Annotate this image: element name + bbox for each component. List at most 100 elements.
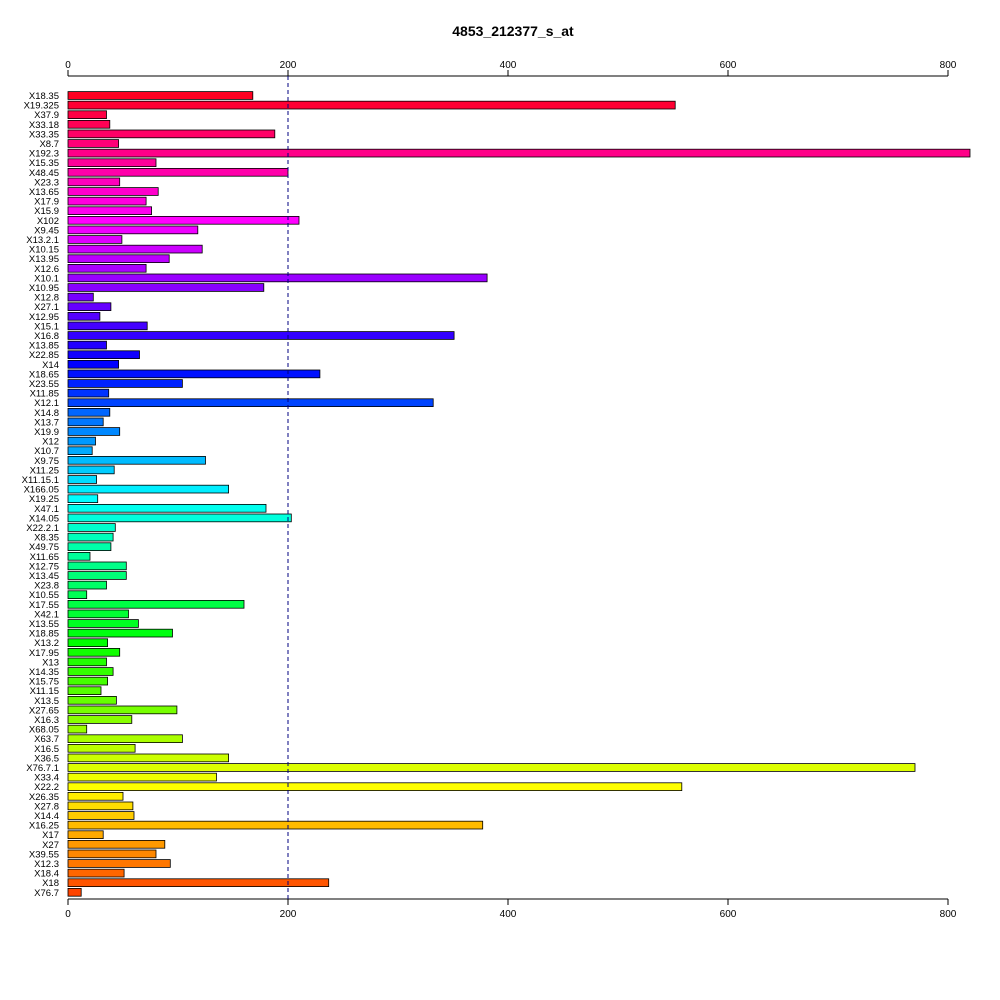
category-label: X23.8 — [34, 581, 59, 592]
category-label: X10.55 — [29, 590, 59, 601]
bar — [67, 782, 683, 791]
bar — [67, 772, 217, 782]
bar — [67, 206, 152, 216]
x-tick-label: 800 — [940, 909, 957, 920]
bar — [67, 350, 140, 359]
x-tick-label: 400 — [500, 60, 517, 71]
category-label: X10.1 — [34, 273, 59, 284]
category-label: X23.3 — [34, 177, 59, 188]
bars-group — [67, 91, 971, 897]
bar — [67, 753, 230, 763]
bar — [67, 590, 88, 599]
category-label: X13 — [42, 657, 59, 668]
bar — [67, 254, 170, 264]
x-axis-bottom: 0 200 400 600 800 — [65, 898, 957, 920]
category-label: X11.15.1 — [22, 475, 59, 486]
category-label: X17.9 — [34, 197, 59, 208]
category-label: X18.4 — [34, 869, 59, 880]
category-label: X19.9 — [34, 427, 59, 438]
category-label: X13.85 — [29, 341, 59, 352]
bar — [67, 407, 111, 417]
category-label: X8.35 — [34, 533, 59, 544]
category-label: X12.95 — [29, 312, 59, 323]
category-label: X19.25 — [29, 494, 59, 505]
category-label: X11.85 — [30, 389, 59, 400]
bar — [67, 455, 206, 465]
bar — [67, 340, 107, 350]
category-label: X15.75 — [29, 677, 59, 688]
category-label: X18.85 — [29, 629, 59, 640]
category-label: X14 — [42, 360, 59, 371]
category-label: X10.15 — [29, 245, 59, 256]
bar — [67, 523, 116, 532]
bar — [67, 148, 971, 158]
x-tick-label: 800 — [940, 60, 957, 71]
category-label: X49.75 — [29, 542, 59, 553]
category-label: X12.6 — [34, 264, 59, 275]
category-label: X13.2.1 — [26, 235, 59, 246]
category-labels-group: X18.35X19.325X37.9X33.18X33.35X8.7X192.3… — [22, 91, 59, 899]
bar — [67, 600, 245, 609]
bar — [67, 513, 292, 523]
bar — [67, 436, 96, 446]
bar — [67, 744, 136, 753]
x-tick-label: 200 — [280, 60, 297, 71]
category-label: X166.05 — [24, 485, 59, 496]
category-label: X16.5 — [34, 744, 59, 755]
x-tick-label: 600 — [720, 60, 737, 71]
bar — [67, 244, 203, 254]
category-label: X16.3 — [34, 715, 59, 726]
bar — [67, 638, 108, 647]
bar — [67, 878, 330, 887]
category-label: X33.4 — [34, 773, 59, 784]
x-tick-label: 600 — [720, 909, 737, 920]
bar — [67, 715, 133, 724]
bar — [67, 657, 107, 667]
bar — [67, 379, 183, 388]
bar — [67, 158, 157, 168]
bar — [67, 888, 82, 897]
category-label: X12 — [42, 437, 59, 448]
bar — [67, 369, 321, 379]
x-axis-top: 0 200 400 600 800 — [65, 60, 957, 77]
category-label: X37.9 — [34, 110, 59, 121]
bar — [67, 801, 134, 811]
category-label: X14.4 — [34, 811, 59, 822]
bar — [67, 859, 171, 868]
bar — [67, 120, 111, 129]
category-label: X15.9 — [34, 206, 59, 217]
bar — [67, 283, 265, 292]
bar — [67, 734, 183, 743]
bar — [67, 849, 157, 859]
bar — [67, 292, 94, 302]
category-label: X27.65 — [29, 705, 59, 716]
bar — [67, 465, 115, 475]
bar — [67, 667, 114, 676]
category-label: X11.65 — [30, 552, 59, 563]
bar — [67, 427, 121, 436]
bar — [67, 321, 148, 331]
category-label: X11.15 — [30, 686, 59, 697]
category-label: X33.35 — [29, 129, 59, 140]
bar — [67, 475, 98, 484]
category-label: X19.325 — [24, 101, 59, 112]
bar — [67, 311, 101, 321]
bar — [67, 609, 129, 619]
category-label: X36.5 — [34, 753, 59, 764]
bar — [67, 129, 276, 139]
bar — [67, 792, 124, 801]
bar — [67, 820, 484, 830]
bar — [67, 580, 107, 590]
category-label: X102 — [37, 216, 59, 227]
category-label: X12.75 — [29, 561, 59, 572]
bar — [67, 561, 127, 571]
category-label: X14.35 — [29, 667, 59, 678]
category-label: X27 — [42, 840, 59, 851]
category-label: X14.8 — [34, 408, 59, 419]
bar — [67, 705, 178, 715]
x-tick-label: 400 — [500, 909, 517, 920]
x-tick-label: 200 — [280, 909, 297, 920]
category-label: X13.55 — [29, 619, 59, 630]
bar — [67, 100, 676, 110]
category-label: X18.65 — [29, 369, 59, 380]
